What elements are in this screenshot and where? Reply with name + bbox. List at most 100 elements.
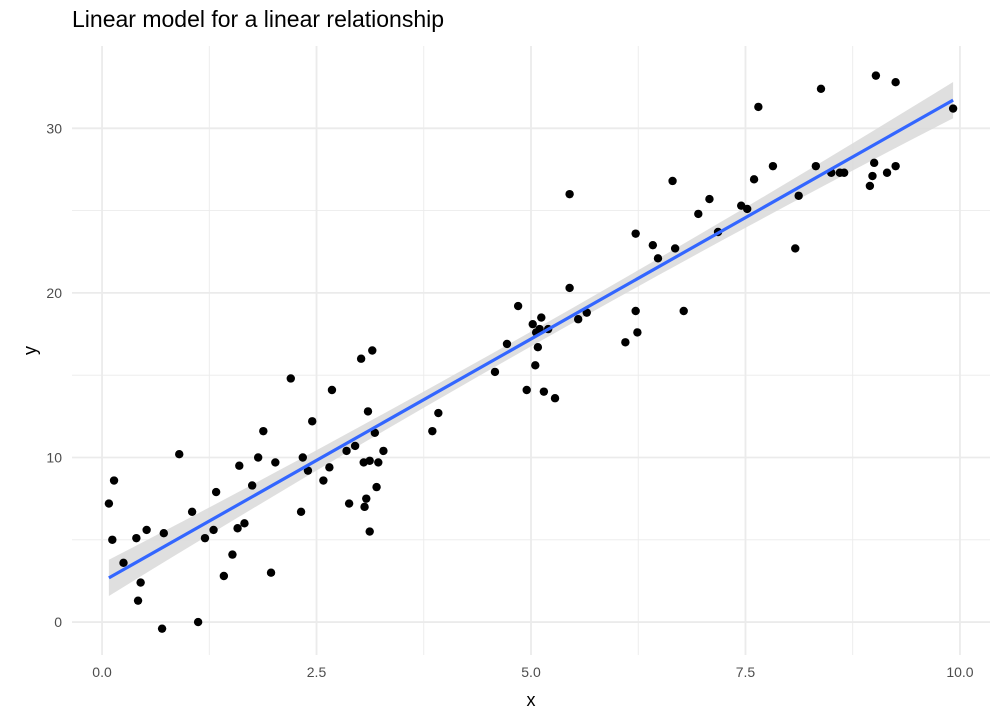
x-tick-label: 10.0 <box>946 664 973 680</box>
data-point <box>633 328 642 337</box>
data-point <box>871 71 881 80</box>
data-point <box>344 499 354 508</box>
data-point <box>319 476 328 485</box>
chart-title: Linear model for a linear relationship <box>72 6 445 32</box>
data-point <box>582 308 591 317</box>
data-point <box>308 417 317 426</box>
data-point <box>133 596 143 605</box>
data-point <box>303 466 313 475</box>
x-tick-label: 5.0 <box>521 664 541 680</box>
data-point <box>513 301 523 311</box>
data-point <box>259 426 268 436</box>
x-tick-label: 2.5 <box>307 664 327 680</box>
data-point <box>531 361 540 370</box>
data-point <box>668 176 677 186</box>
data-point <box>539 387 549 396</box>
data-point <box>490 367 500 377</box>
data-point <box>794 191 803 200</box>
data-point <box>679 306 688 316</box>
data-point <box>136 578 145 587</box>
data-point <box>247 481 257 490</box>
data-point <box>948 104 958 113</box>
data-point <box>325 463 334 472</box>
data-point <box>522 385 531 395</box>
fit-line-layer <box>108 98 954 580</box>
data-point <box>368 346 377 355</box>
data-point <box>648 240 658 250</box>
data-point <box>565 283 574 293</box>
data-point <box>869 158 879 168</box>
data-point <box>109 476 119 485</box>
data-point <box>365 527 374 536</box>
data-point <box>743 204 752 214</box>
data-point <box>266 568 276 577</box>
data-point <box>370 428 380 437</box>
grid <box>72 46 990 655</box>
data-point <box>533 343 543 352</box>
data-point <box>791 244 800 253</box>
data-point <box>193 617 203 627</box>
data-point <box>891 161 900 171</box>
data-point <box>502 339 512 349</box>
data-point <box>537 313 546 322</box>
data-point <box>565 189 574 199</box>
data-point <box>631 229 640 238</box>
x-tick-label: 7.5 <box>736 664 756 680</box>
data-point <box>327 385 337 395</box>
data-point <box>350 441 360 451</box>
data-point <box>363 407 373 416</box>
data-point <box>296 507 306 516</box>
data-point <box>211 487 221 497</box>
data-point <box>356 354 366 363</box>
data-point <box>298 453 307 462</box>
data-point <box>868 171 877 181</box>
data-point <box>754 102 763 112</box>
data-point <box>108 535 117 544</box>
data-point <box>749 175 759 184</box>
data-point <box>653 254 663 263</box>
data-point <box>159 529 168 538</box>
data-point <box>573 315 583 324</box>
data-point <box>362 494 371 503</box>
y-tick-label: 20 <box>46 285 62 301</box>
data-point <box>631 306 640 316</box>
data-point <box>132 533 141 543</box>
data-point <box>379 446 388 456</box>
data-point <box>428 426 437 436</box>
y-tick-label: 10 <box>46 449 62 465</box>
data-point <box>372 482 381 492</box>
data-point <box>882 168 892 177</box>
regression-line <box>108 98 954 580</box>
data-point <box>142 525 151 535</box>
data-point <box>228 550 237 559</box>
data-point <box>891 78 900 87</box>
data-point <box>839 168 849 177</box>
data-point <box>811 161 821 171</box>
data-point <box>621 338 630 347</box>
data-point <box>434 408 443 418</box>
data-point <box>768 161 778 171</box>
data-point <box>200 533 210 543</box>
data-point <box>209 525 218 535</box>
data-point <box>119 558 128 568</box>
x-axis-title: x <box>527 690 536 710</box>
y-tick-label: 30 <box>46 120 62 136</box>
data-point <box>286 374 295 383</box>
data-point <box>219 571 229 581</box>
data-point <box>253 453 263 462</box>
data-point <box>865 181 875 191</box>
data-point <box>705 194 714 204</box>
data-point <box>157 624 167 633</box>
points-layer <box>104 71 958 633</box>
data-point <box>528 319 537 329</box>
data-point <box>233 524 242 533</box>
data-point <box>670 244 680 253</box>
data-point <box>374 458 383 467</box>
data-point <box>342 446 351 456</box>
data-point <box>187 507 197 516</box>
data-point <box>235 461 244 470</box>
x-tick-label: 0.0 <box>92 664 112 680</box>
y-tick-label: 0 <box>54 614 62 630</box>
data-point <box>240 519 249 528</box>
